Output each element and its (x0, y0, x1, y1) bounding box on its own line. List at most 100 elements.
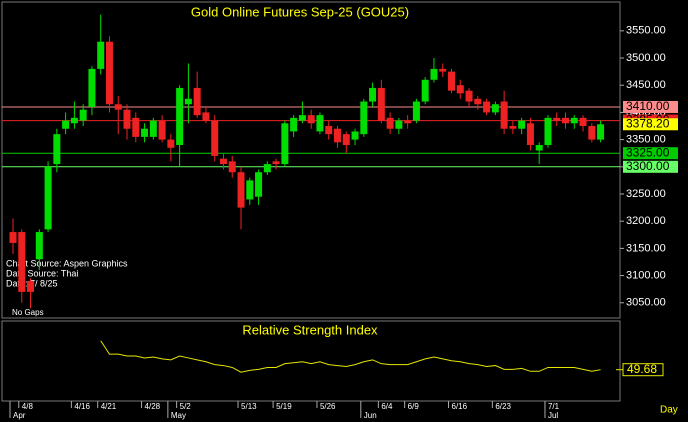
candle-body (307, 115, 315, 124)
month-label: Jun (364, 411, 377, 420)
candle-body (255, 172, 263, 197)
candle-body (360, 101, 368, 135)
candle-body (395, 120, 403, 129)
candle-body (588, 126, 596, 140)
candle-body (184, 98, 192, 105)
candle-body (9, 232, 17, 243)
x-tick-label: 6/4 (381, 402, 393, 411)
candle-body (272, 161, 280, 165)
candle-body (246, 180, 254, 200)
candle-body (237, 172, 245, 208)
candle-body (88, 68, 96, 107)
rsi-line (100, 340, 601, 373)
x-tick-label: 6/23 (495, 402, 511, 411)
candle-body (544, 117, 552, 146)
month-label: Jul (548, 411, 558, 420)
candle-body (421, 79, 429, 102)
x-tick-label: 6/16 (452, 402, 468, 411)
candle-body (193, 87, 201, 116)
candle-body (535, 145, 543, 151)
x-tick-label: 4/28 (145, 402, 161, 411)
level-label: 3325.00 (626, 145, 670, 159)
candle-body (149, 120, 157, 137)
candle-body (412, 101, 420, 121)
x-tick-label: 5/2 (180, 402, 192, 411)
rsi-label-bg (622, 363, 664, 377)
period-label: Day (660, 405, 678, 416)
candle-body (263, 164, 271, 173)
y-tick-label: 3500.00 (626, 52, 666, 64)
level-label-bg (623, 100, 678, 113)
candle-body (325, 126, 333, 135)
candle-body (79, 109, 87, 121)
month-label: Apr (13, 411, 26, 420)
candle-body (351, 131, 359, 140)
candle-body (404, 120, 412, 124)
candle-body (141, 128, 149, 137)
candle-body (290, 117, 298, 132)
x-tick-label: 5/13 (241, 402, 257, 411)
candle-body (342, 134, 350, 146)
level-label: 3410.00 (626, 99, 670, 113)
last-label: 3378.20 (626, 116, 670, 130)
x-tick-label: 5/26 (320, 402, 336, 411)
candle-body (105, 41, 113, 105)
candle-body (281, 123, 289, 165)
note: Data Source: Thai (6, 268, 78, 278)
candle-body (97, 41, 105, 69)
candle-body (114, 104, 122, 110)
candle-body (18, 232, 26, 292)
candle-body (228, 161, 236, 173)
candle-body (509, 126, 517, 129)
level-label-bg (623, 160, 678, 173)
candle-body (526, 123, 534, 146)
candle-body (369, 87, 377, 102)
rsi-title: Relative Strength Index (242, 322, 378, 337)
candle-body (456, 85, 464, 94)
level-label: 3300.00 (626, 159, 670, 173)
y-tick-label: 3050.00 (626, 297, 666, 309)
y-tick-label: 3100.00 (626, 269, 666, 281)
x-tick-label: 4/21 (101, 402, 117, 411)
y-tick-label: 3550.00 (626, 25, 666, 37)
candle-body (439, 68, 447, 72)
candle-body (333, 128, 341, 143)
y-tick-label: 3450.00 (626, 79, 666, 91)
candle-body (298, 115, 306, 121)
level-label-bg (623, 147, 678, 160)
candle-body (123, 109, 131, 129)
candle-body (597, 124, 605, 140)
x-tick-label: 5/19 (276, 402, 292, 411)
note: Chart Source: Aspen Graphics (6, 258, 128, 268)
price-panel (1, 1, 621, 319)
x-tick-label: 7/1 (548, 402, 560, 411)
y-tick-label: 3250.00 (626, 188, 666, 200)
candle-body (474, 98, 482, 105)
candle-body (430, 68, 438, 80)
candle-body (579, 117, 587, 127)
candle-body (219, 158, 227, 165)
candle-body (553, 117, 561, 121)
last-label-bg (623, 118, 678, 131)
candle-body (202, 112, 210, 121)
candle-body (377, 87, 385, 121)
candle-body (465, 90, 473, 102)
candle-body (518, 120, 526, 129)
candle-body (483, 101, 491, 113)
x-tick-label: 6/9 (408, 402, 420, 411)
x-tick-label: 4/16 (74, 402, 90, 411)
candle-body (211, 120, 219, 156)
candle-body (132, 117, 140, 137)
candle-body (35, 232, 43, 260)
month-label: May (171, 411, 186, 420)
candle-body (53, 134, 61, 165)
chart-title: Gold Online Futures Sep-25 (GOU25) (191, 4, 409, 19)
y-tick-label: 3150.00 (626, 242, 666, 254)
candle-body (316, 115, 324, 132)
candle-body (562, 117, 570, 124)
candle-body (448, 71, 455, 91)
x-tick-label: 4/8 (22, 402, 34, 411)
candle-body (158, 120, 166, 140)
candle-body (386, 117, 394, 129)
